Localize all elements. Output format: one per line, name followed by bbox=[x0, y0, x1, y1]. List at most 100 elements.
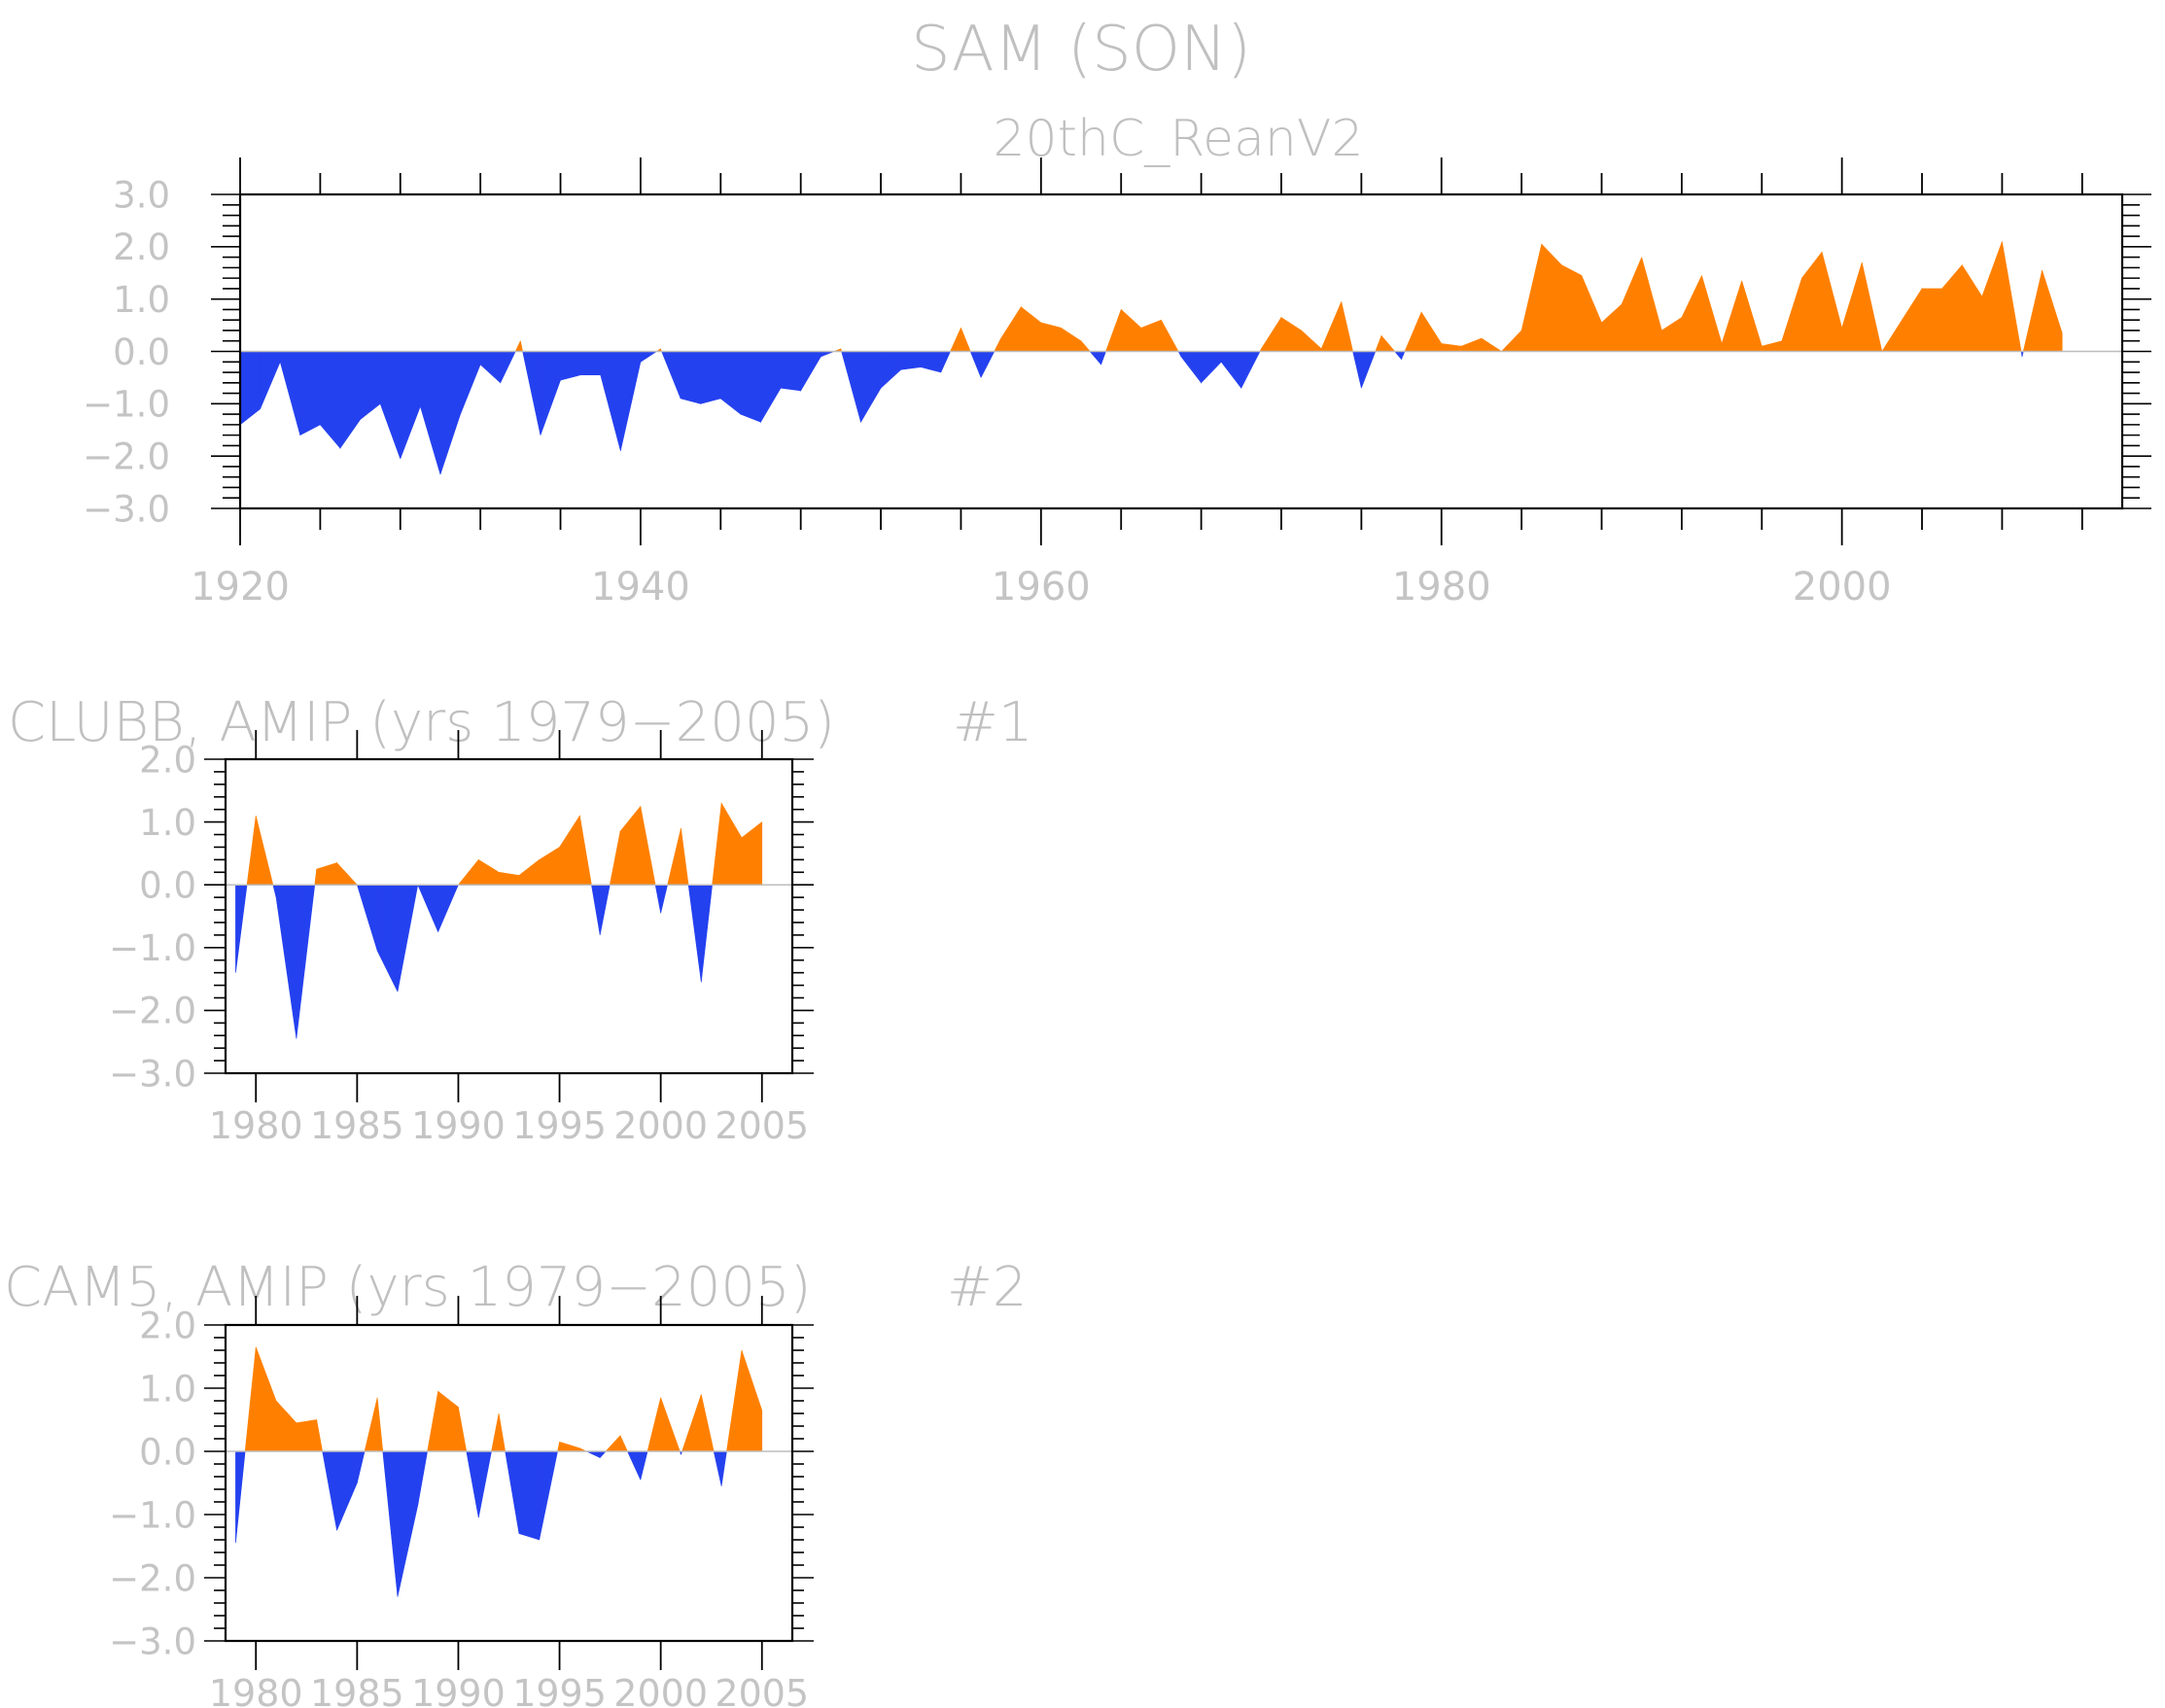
negative-anomaly-area bbox=[900, 351, 922, 370]
positive-anomaly-area bbox=[1761, 340, 1783, 352]
negative-anomaly-area bbox=[720, 1450, 727, 1486]
x-tick-label: 1980 bbox=[209, 1672, 303, 1708]
positive-anomaly-area bbox=[681, 828, 689, 886]
y-tick-label: 1.0 bbox=[139, 1368, 196, 1410]
positive-anomaly-area bbox=[640, 806, 656, 886]
positive-anomaly-area bbox=[437, 1390, 459, 1452]
positive-anomaly-area bbox=[1961, 263, 1983, 352]
y-tick-label: 3.0 bbox=[113, 174, 170, 216]
negative-anomaly-area bbox=[272, 884, 277, 898]
negative-anomaly-area bbox=[1100, 351, 1106, 366]
negative-anomaly-area bbox=[296, 884, 316, 1039]
negative-anomaly-area bbox=[626, 1450, 642, 1481]
negative-anomaly-area bbox=[740, 351, 761, 423]
positive-anomaly-area bbox=[316, 862, 337, 886]
positive-anomaly-area bbox=[364, 1397, 378, 1452]
positive-anomaly-area bbox=[246, 816, 257, 886]
negative-anomaly-area bbox=[841, 351, 861, 423]
panel-label-right: #2 bbox=[947, 1256, 1028, 1319]
negative-anomaly-area bbox=[505, 1450, 520, 1534]
negative-anomaly-area bbox=[417, 1450, 428, 1506]
negative-anomaly-area bbox=[239, 351, 261, 426]
positive-anomaly-area bbox=[726, 1349, 743, 1452]
positive-anomaly-area bbox=[1040, 322, 1062, 352]
negative-anomaly-area bbox=[820, 351, 835, 358]
positive-anomaly-area bbox=[376, 1397, 384, 1452]
negative-anomaly-area bbox=[479, 351, 502, 384]
negative-anomaly-area bbox=[279, 351, 301, 436]
positive-anomaly-area bbox=[1105, 309, 1122, 352]
positive-anomaly-area bbox=[1280, 316, 1302, 352]
panel-cam5: CAM5, AMIP (yrs 1979−2005) #2 1980 1985 1990… bbox=[4, 1256, 1028, 1708]
negative-anomaly-area bbox=[1401, 351, 1406, 360]
negative-anomaly-area bbox=[417, 884, 438, 932]
y-tick-label: −1.0 bbox=[83, 384, 170, 426]
positive-anomaly-area bbox=[498, 1412, 506, 1452]
negative-anomaly-area bbox=[260, 351, 281, 409]
y-tick-label: 2.0 bbox=[139, 1305, 196, 1346]
positive-anomaly-area bbox=[255, 816, 274, 886]
positive-anomaly-area bbox=[491, 1412, 500, 1452]
positive-anomaly-area bbox=[557, 1442, 560, 1452]
positive-anomaly-area bbox=[336, 861, 359, 886]
negative-anomaly-area bbox=[420, 351, 441, 475]
positive-anomaly-area bbox=[667, 827, 681, 886]
panel-reanalysis: 20thC_ReanV2 1920 1940 1960 1980 2000 3.0 2.0 1.… bbox=[83, 110, 2151, 610]
y-tick-label: −1.0 bbox=[109, 1494, 196, 1536]
negative-anomaly-area bbox=[1220, 351, 1242, 390]
negative-anomaly-area bbox=[518, 1450, 541, 1541]
positive-anomaly-area bbox=[1681, 275, 1702, 352]
negative-anomaly-area bbox=[379, 351, 402, 459]
negative-anomaly-area bbox=[620, 351, 642, 451]
y-tick-label: −1.0 bbox=[109, 927, 196, 969]
positive-anomaly-area bbox=[458, 1407, 468, 1452]
x-tick-label: 1980 bbox=[209, 1104, 303, 1147]
y-tick-label: −3.0 bbox=[109, 1621, 196, 1662]
negative-anomaly-area bbox=[400, 351, 421, 459]
positive-anomaly-area bbox=[1420, 311, 1443, 352]
negative-anomaly-area bbox=[460, 351, 481, 415]
negative-anomaly-area bbox=[599, 884, 611, 935]
negative-anomaly-area bbox=[719, 351, 742, 415]
positive-anomaly-area bbox=[1561, 264, 1583, 352]
y-tick-label: 1.0 bbox=[139, 802, 196, 844]
y-tick-label: 0.0 bbox=[139, 865, 196, 907]
negative-anomaly-area bbox=[661, 351, 681, 400]
positive-anomaly-area bbox=[1120, 308, 1142, 352]
negative-anomaly-area bbox=[701, 884, 713, 983]
negative-anomaly-area bbox=[600, 351, 621, 451]
negative-anomaly-area bbox=[700, 351, 721, 404]
x-tick-label: 2000 bbox=[613, 1104, 708, 1147]
negative-anomaly-area bbox=[439, 351, 461, 475]
negative-anomaly-area bbox=[477, 1450, 492, 1518]
positive-anomaly-area bbox=[296, 1419, 317, 1452]
positive-anomaly-area bbox=[619, 1435, 628, 1452]
negative-anomaly-area bbox=[800, 351, 821, 392]
positive-anomaly-area bbox=[2002, 241, 2022, 352]
negative-anomaly-area bbox=[1361, 351, 1377, 389]
positive-anomaly-area bbox=[1921, 288, 1942, 352]
negative-anomaly-area bbox=[654, 884, 661, 914]
positive-anomaly-area bbox=[1581, 275, 1602, 352]
y-tick-label: 0.0 bbox=[113, 331, 170, 373]
plot-frame bbox=[224, 1323, 794, 1643]
panel-title: CAM5, AMIP (yrs 1979−2005) bbox=[4, 1256, 811, 1319]
negative-anomaly-area bbox=[660, 884, 668, 914]
positive-anomaly-area bbox=[1741, 280, 1763, 352]
positive-anomaly-area bbox=[1821, 252, 1842, 352]
positive-anomaly-area bbox=[275, 1400, 297, 1452]
positive-anomaly-area bbox=[619, 805, 642, 886]
negative-anomaly-area bbox=[1240, 351, 1261, 389]
main-title: SAM (SON) bbox=[911, 14, 1251, 86]
positive-anomaly-area bbox=[1520, 244, 1543, 352]
positive-anomaly-area bbox=[720, 802, 743, 886]
positive-anomaly-area bbox=[605, 1434, 621, 1452]
positive-anomaly-area bbox=[1020, 306, 1042, 352]
positive-anomaly-area bbox=[1404, 312, 1422, 352]
positive-anomaly-area bbox=[579, 816, 592, 886]
negative-anomaly-area bbox=[397, 884, 419, 993]
positive-anomaly-area bbox=[960, 328, 971, 352]
negative-anomaly-area bbox=[322, 1450, 337, 1531]
positive-anomaly-area bbox=[1621, 257, 1643, 352]
